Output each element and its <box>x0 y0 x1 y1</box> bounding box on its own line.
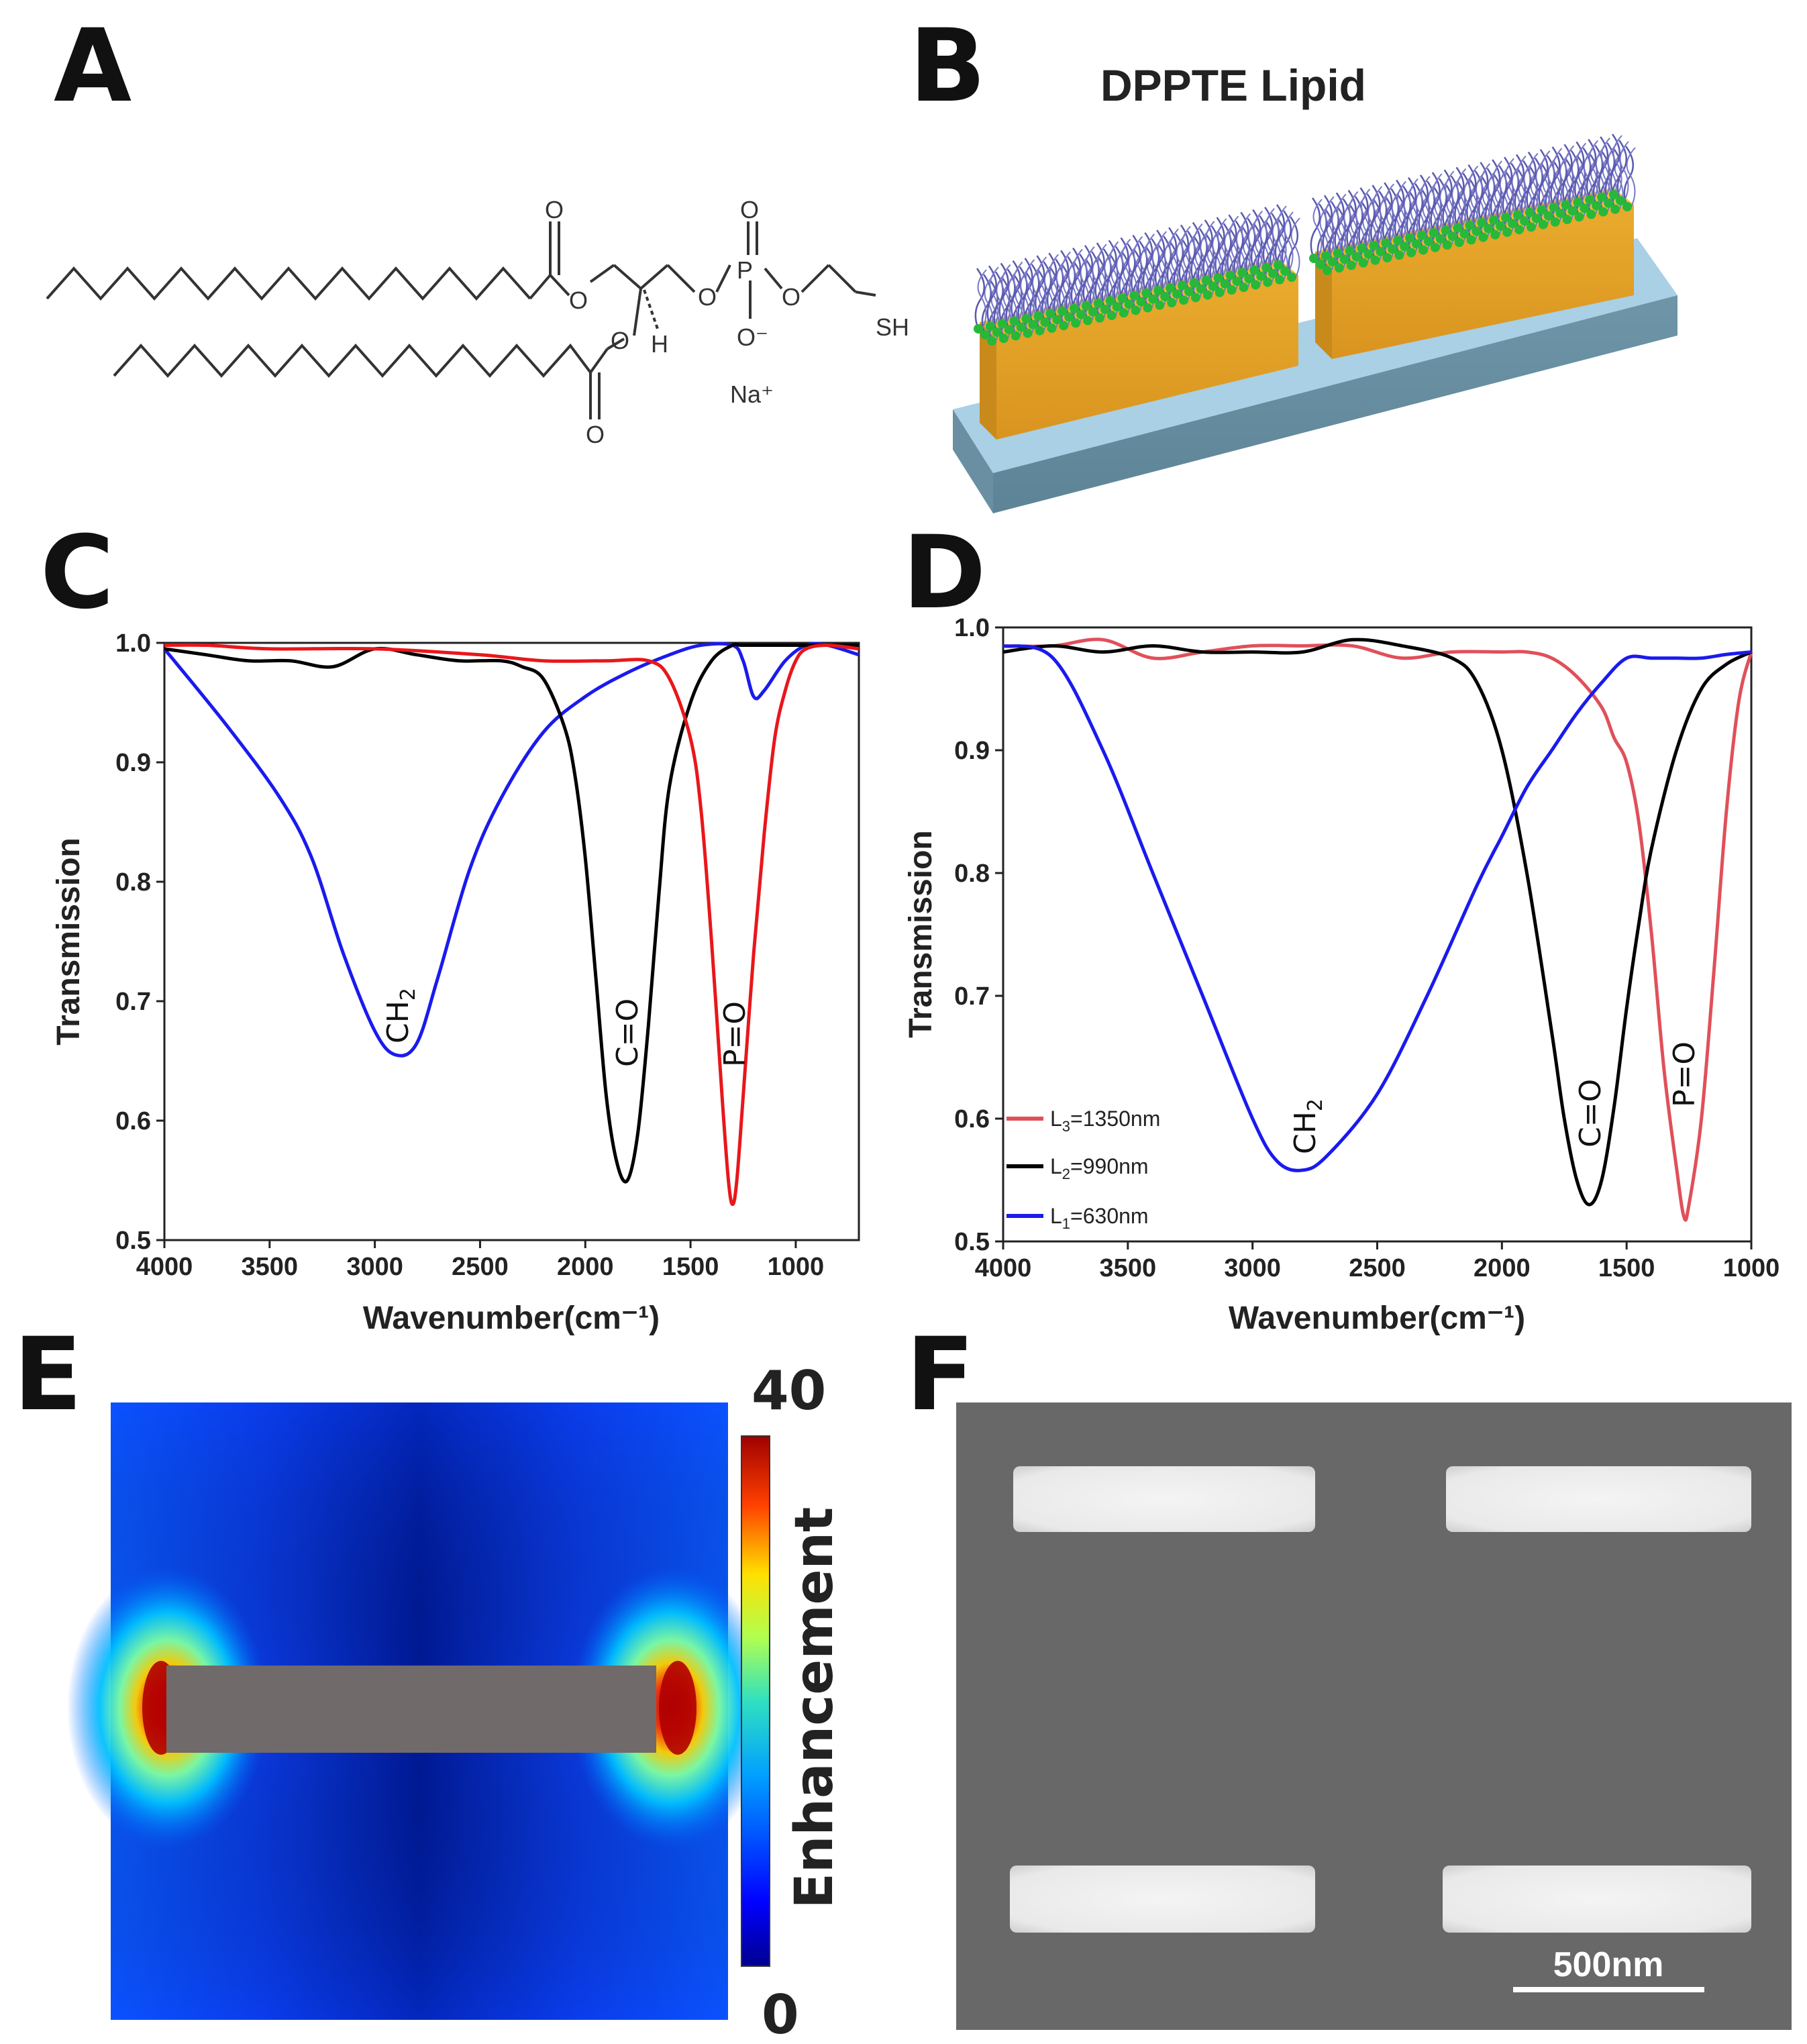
chart-d-xtick-label: 3000 <box>1224 1254 1281 1282</box>
chart-d-annotation-po: P=O <box>1667 1041 1702 1107</box>
atom-o-ester-lower: O <box>611 327 629 354</box>
atom-o-phosphoryl: O <box>740 196 759 223</box>
chart-d-ytick-label: 0.9 <box>954 737 990 765</box>
colorbar <box>741 1435 770 1967</box>
substrate-front <box>993 295 1677 513</box>
chart-d-xtick-label: 3500 <box>1100 1254 1157 1282</box>
chemical-structure-dppte: O O O O P O O⁻ SH O H O Na⁺ <box>46 196 909 448</box>
chart-d-legend: L3=1350nm L2=990nm L1=630nm <box>1006 1107 1160 1232</box>
legend-label-l3: L3=1350nm <box>1050 1107 1160 1135</box>
chart-c-xtick-label: 3500 <box>242 1253 299 1281</box>
chart-c-annotation-ch2: CH2 <box>381 988 420 1043</box>
chart-d-xtick-label: 4000 <box>975 1254 1032 1282</box>
chart-d-xlabel: Wavenumber(cm⁻¹) <box>1229 1300 1525 1336</box>
sem-bar-top-right <box>1446 1466 1751 1532</box>
panel-label-c: C <box>40 515 114 631</box>
chart-c-xtick-label: 3000 <box>346 1253 403 1281</box>
chart-c-xtick-label: 4000 <box>136 1253 193 1281</box>
atom-o-minus: O⁻ <box>737 323 768 351</box>
chart-c-annotation-po: P=O <box>718 1001 752 1067</box>
chart-c-xtick-label: 2000 <box>557 1253 614 1281</box>
colorbar-max: 40 <box>752 1360 826 1422</box>
svg-text:CH2: CH2 <box>1288 1098 1327 1154</box>
chart-c-ytick-label: 0.8 <box>115 868 151 897</box>
chart-d-frame <box>1002 626 1753 1243</box>
chart-c-frame <box>163 642 860 1241</box>
atom-p: P <box>737 256 753 284</box>
chart-c-xtick-label: 2500 <box>452 1253 509 1281</box>
gold-bar-1-side <box>980 322 996 440</box>
chart-c-xlabel: Wavenumber(cm⁻¹) <box>363 1300 660 1336</box>
sem-image: 500nm <box>956 1402 1792 2030</box>
colorbar-min: 0 <box>762 1984 799 2044</box>
atom-o-carbonyl-upper: O <box>545 196 564 223</box>
svg-text:CH2: CH2 <box>381 988 420 1043</box>
chart-d-xtick-label: 1000 <box>1723 1254 1780 1282</box>
chart-d: 4000 3500 3000 2500 2000 1500 1000 0.5 0.6 0.7 0.8… <box>903 614 1779 1336</box>
panel-label-a: A <box>54 8 132 125</box>
chart-d-xtick-label: 2500 <box>1349 1254 1406 1282</box>
chart-c-xtick-label: 1500 <box>662 1253 719 1281</box>
chart-d-ytick-label: 1.0 <box>954 614 990 642</box>
panel-label-d: D <box>902 515 986 631</box>
chart-d-ytick-label: 0.6 <box>954 1105 990 1133</box>
chart-c-ytick-label: 0.9 <box>115 749 151 777</box>
chart-c-ytick-label: 0.6 <box>115 1107 151 1135</box>
nanoantenna-schematic: DPPTE Lipid <box>953 60 1677 513</box>
gold-bar-2-front <box>1332 205 1634 359</box>
chart-c-xtick-label: 1000 <box>768 1253 825 1281</box>
gold-bar-2-side <box>1315 252 1332 359</box>
sem-bar-top-left <box>1013 1466 1315 1532</box>
chart-c-ytick-label: 0.7 <box>115 988 151 1016</box>
panel-label-e: E <box>13 1317 82 1433</box>
chart-d-ylabel: Transmission <box>903 830 939 1037</box>
atom-o-phosphate-1: O <box>698 283 717 311</box>
chart-d-series-blue <box>1002 644 1752 1172</box>
chart-d-ytick-label: 0.7 <box>954 982 990 1011</box>
chart-c-series-black <box>164 642 859 1184</box>
gold-bar-1-front <box>996 275 1298 440</box>
sem-bar-bottom-right <box>1443 1866 1751 1933</box>
chart-d-annotation-co: C=O <box>1573 1079 1608 1147</box>
chart-d-xtick-label: 1500 <box>1598 1254 1655 1282</box>
sem-bar-bottom-left <box>1010 1866 1315 1933</box>
chart-c-series-blue <box>163 642 860 1058</box>
legend-label-l1: L1=630nm <box>1050 1204 1149 1232</box>
chart-c: 4000 3500 3000 2500 2000 1500 1000 0.5 0.6 0.7 0.8… <box>51 629 860 1336</box>
colorbar-label: Enhancement <box>784 1507 845 1909</box>
chart-c-ylabel: Transmission <box>51 837 87 1045</box>
atom-na: Na⁺ <box>730 380 774 408</box>
atom-o-phosphate-2: O <box>782 283 801 311</box>
field-enhancement-map: 40 0 Enhancement <box>67 1360 845 2044</box>
nanorod <box>166 1666 656 1753</box>
chart-d-ytick-label: 0.8 <box>954 860 990 888</box>
chart-c-annotation-co: C=O <box>611 999 645 1067</box>
lipid-layer-2 <box>1309 134 1636 275</box>
lipid-layer-1 <box>974 204 1300 346</box>
chart-d-series-black <box>1002 637 1753 1207</box>
chart-d-xtick-label: 2000 <box>1474 1254 1531 1282</box>
legend-label-l2: L2=990nm <box>1050 1154 1149 1182</box>
atom-sh: SH <box>876 313 909 341</box>
atom-o-ester-upper: O <box>569 287 588 314</box>
chart-d-ytick-label: 0.5 <box>954 1228 990 1256</box>
atom-o-carbonyl-lower: O <box>586 421 605 448</box>
chart-c-series-red <box>164 643 860 1207</box>
chart-c-ytick-label: 1.0 <box>115 629 151 658</box>
chart-c-ytick-label: 0.5 <box>115 1227 151 1255</box>
scale-bar-label: 500nm <box>1553 1945 1664 1984</box>
atom-h: H <box>651 330 668 358</box>
panel-label-b: B <box>909 8 986 125</box>
substrate-side <box>953 409 993 513</box>
chart-d-series-legend_red <box>1002 637 1753 1222</box>
chart-d-annotation-ch2: CH2 <box>1288 1098 1327 1154</box>
schematic-title: DPPTE Lipid <box>1100 60 1366 110</box>
